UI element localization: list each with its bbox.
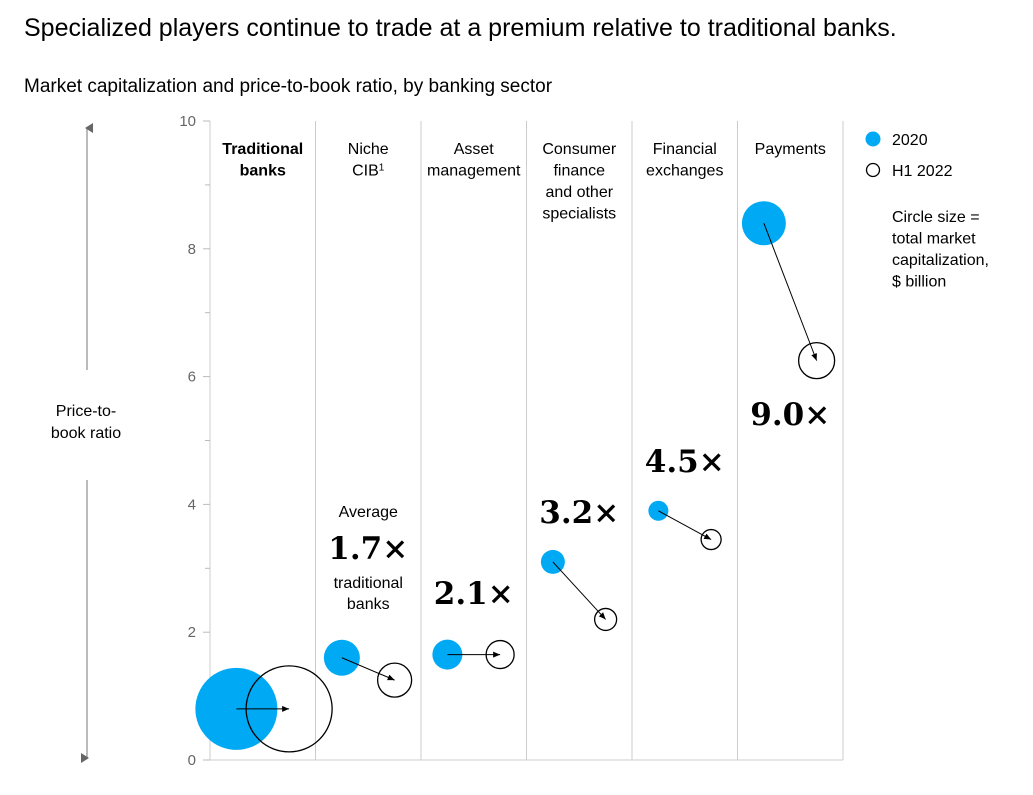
sector-label: specialists — [542, 206, 616, 223]
point-h1-2022 — [593, 607, 618, 632]
y-axis: 0 2 4 6 8 10 Price-to-book ratio — [51, 113, 210, 769]
point-h1-2022 — [376, 662, 413, 698]
footnote-marker: 1 — [379, 162, 385, 173]
sector-label: exchanges — [646, 163, 723, 180]
chart-title: Specialized players continue to trade at… — [24, 14, 897, 42]
y-tick-label: 8 — [188, 241, 196, 258]
sector-label: Financial — [653, 141, 717, 158]
sector-label: Consumer — [542, 141, 616, 158]
legend-size-note: Circle size = — [892, 209, 980, 226]
average-sublabel: banks — [347, 596, 390, 613]
annotations: 2.1× 3.2× 4.5× 9.0× Average 1.7× traditional ba… — [328, 397, 830, 613]
sector-label: and other — [545, 184, 613, 201]
legend-swatch-h1-2022 — [865, 162, 881, 178]
sector-label: Niche — [348, 141, 389, 158]
sector-label: banks — [240, 163, 286, 180]
data-points — [195, 201, 836, 753]
legend-size-note: capitalization, — [892, 252, 989, 269]
legend: 2020 H1 2022 Circle size = total market capi… — [865, 131, 989, 291]
point-h1-2022 — [797, 341, 836, 380]
sector-label: CIB1 — [352, 162, 385, 180]
y-axis-label: Price-to- — [56, 403, 116, 420]
y-tick-label: 2 — [188, 624, 196, 641]
legend-label-2020: 2020 — [892, 132, 928, 149]
sector-label: Traditional — [222, 141, 303, 158]
change-arrow — [341, 657, 395, 681]
y-tick-label: 4 — [188, 496, 196, 513]
sector-label: management — [427, 163, 521, 180]
legend-size-note: total market — [892, 231, 976, 248]
change-arrow — [552, 561, 606, 620]
sector-labels: Traditional banks Niche CIB1 Asset management… — [222, 141, 826, 223]
legend-label-h1-2022: H1 2022 — [892, 163, 953, 180]
sector-label: Asset — [454, 141, 495, 158]
point-h1-2022 — [700, 528, 722, 551]
average-multiple: 1.7× — [328, 531, 408, 567]
premium-multiple: 4.5× — [645, 444, 725, 480]
change-arrow — [658, 510, 712, 540]
change-arrow — [763, 223, 818, 361]
chart-subtitle: Market capitalization and price-to-book … — [24, 76, 553, 97]
sector-gridlines — [209, 121, 844, 761]
average-sublabel: traditional — [334, 575, 403, 592]
sector-label: Payments — [755, 141, 826, 158]
premium-multiple: 3.2× — [539, 495, 619, 531]
legend-swatch-2020 — [865, 131, 881, 147]
y-tick-label: 0 — [188, 752, 196, 769]
average-label: Average — [339, 504, 398, 521]
y-tick-label: 6 — [188, 369, 196, 386]
legend-size-note: $ billion — [892, 274, 946, 291]
y-tick-label: 10 — [179, 113, 196, 130]
y-axis-label: book ratio — [51, 425, 121, 442]
sector-label: finance — [553, 163, 605, 180]
premium-multiple: 9.0× — [750, 397, 830, 433]
premium-multiple: 2.1× — [434, 576, 514, 612]
